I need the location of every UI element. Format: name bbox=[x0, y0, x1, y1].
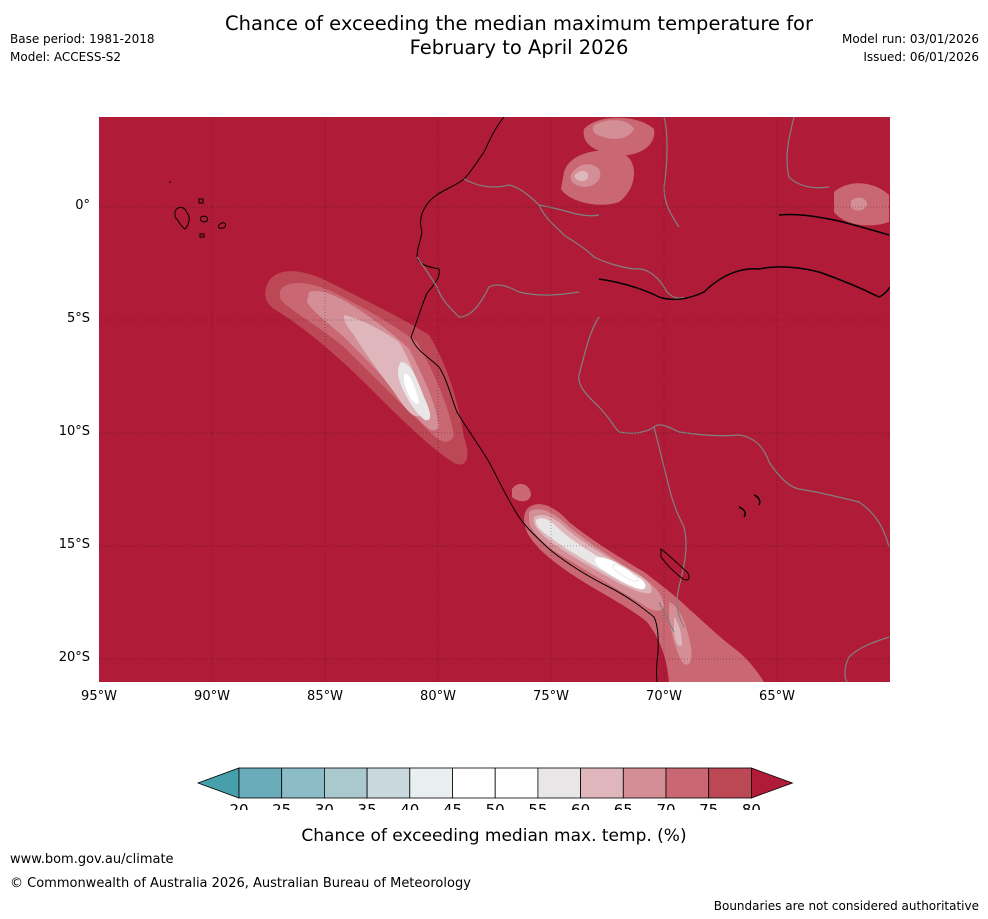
country-borders bbox=[416, 117, 890, 682]
colorbar-swatch bbox=[622, 767, 667, 799]
colorbar-tick-label: 80 bbox=[742, 801, 761, 810]
lat-label-10s: 10°S bbox=[58, 424, 90, 439]
lon-label-80w: 80°W bbox=[420, 689, 456, 704]
meta-left: Base period: 1981-2018 Model: ACCESS-S2 bbox=[10, 30, 155, 66]
base-period: Base period: 1981-2018 bbox=[10, 32, 155, 46]
colorbar-swatch bbox=[409, 767, 453, 799]
map-title: Chance of exceeding the median maximum t… bbox=[150, 12, 888, 60]
lon-label-95w: 95°W bbox=[81, 689, 117, 704]
colorbar-swatch bbox=[537, 767, 581, 799]
colorbar-swatches bbox=[196, 767, 794, 799]
colorbar-swatch bbox=[323, 767, 368, 799]
colorbar-title: Chance of exceeding median max. temp. (%… bbox=[301, 826, 687, 846]
probability-map bbox=[99, 117, 890, 682]
model-name: Model: ACCESS-S2 bbox=[10, 50, 122, 64]
model-run: Model run: 03/01/2026 bbox=[841, 32, 979, 46]
colorbar-tick-label: 40 bbox=[400, 801, 419, 810]
title-line-2: February to April 2026 bbox=[409, 36, 629, 59]
galapagos-islands bbox=[169, 181, 226, 238]
lat-label-5s: 5°S bbox=[66, 311, 90, 326]
colorbar-tick-label: 50 bbox=[486, 801, 505, 810]
colorbar-tick-label: 35 bbox=[358, 801, 377, 810]
lat-label-15s: 15°S bbox=[58, 537, 90, 552]
colorbar-extend-low bbox=[196, 767, 240, 799]
contour-altiplano bbox=[512, 483, 764, 682]
colorbar-swatch bbox=[238, 767, 283, 799]
colorbar-tick-label: 45 bbox=[443, 801, 462, 810]
river-lines bbox=[598, 213, 890, 518]
lon-label-65w: 65°W bbox=[759, 689, 795, 704]
meta-right: Model run: 03/01/2026 Issued: 06/01/2026 bbox=[842, 30, 979, 66]
copyright-text: © Commonwealth of Australia 2026, Austra… bbox=[10, 876, 471, 891]
pacific-coastline bbox=[410, 117, 659, 682]
colorbar-swatch bbox=[665, 767, 710, 799]
colorbar-swatch bbox=[281, 767, 325, 799]
colorbar-tick-label: 75 bbox=[699, 801, 718, 810]
colorbar-tick-label: 20 bbox=[229, 801, 248, 810]
colorbar-tick-label: 70 bbox=[656, 801, 675, 810]
lake-titicaca bbox=[660, 547, 690, 581]
colorbar-tick-label: 60 bbox=[571, 801, 590, 810]
colorbar-ticks: 20 25 30 35 40 45 50 55 60 65 70 75 80 bbox=[229, 801, 760, 810]
lon-label-75w: 75°W bbox=[533, 689, 569, 704]
colorbar-swatch bbox=[366, 767, 411, 799]
lon-label-70w: 70°W bbox=[646, 689, 682, 704]
lat-label-20s: 20°S bbox=[58, 650, 90, 665]
colorbar-tick-label: 55 bbox=[528, 801, 547, 810]
lon-label-90w: 90°W bbox=[194, 689, 230, 704]
disclaimer-text: Boundaries are not considered authoritat… bbox=[713, 899, 979, 913]
colorbar-swatch bbox=[580, 767, 624, 799]
map-background bbox=[99, 117, 890, 682]
colorbar-extend-high bbox=[751, 767, 794, 799]
colorbar-tick-label: 30 bbox=[315, 801, 334, 810]
colorbar: 20 25 30 35 40 45 50 55 60 65 70 75 80 bbox=[196, 767, 794, 810]
lat-label-0: 0° bbox=[75, 198, 90, 213]
colorbar-swatch bbox=[494, 767, 539, 799]
lon-label-85w: 85°W bbox=[307, 689, 343, 704]
colorbar-tick-label: 65 bbox=[614, 801, 633, 810]
contour-peru-plume bbox=[265, 271, 468, 465]
graticule bbox=[99, 117, 890, 682]
colorbar-swatch bbox=[452, 767, 496, 799]
title-line-1: Chance of exceeding the median maximum t… bbox=[224, 12, 814, 35]
issued-date: Issued: 06/01/2026 bbox=[863, 50, 979, 64]
contour-north-highlands bbox=[561, 117, 889, 226]
colorbar-swatch bbox=[708, 767, 752, 799]
colorbar-tick-label: 25 bbox=[272, 801, 291, 810]
website-link[interactable]: www.bom.gov.au/climate bbox=[10, 852, 174, 867]
